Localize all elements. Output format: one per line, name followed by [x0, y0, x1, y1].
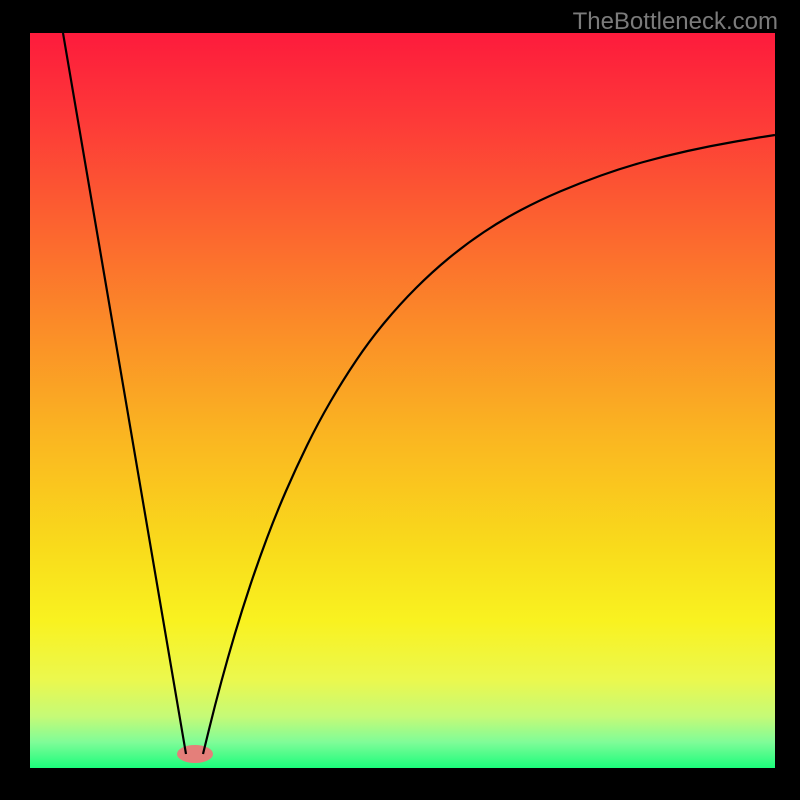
plot-background	[30, 33, 775, 768]
chart-container: TheBottleneck.com	[0, 0, 800, 800]
optimal-marker	[177, 745, 213, 763]
chart-svg	[0, 0, 800, 800]
watermark-text: TheBottleneck.com	[573, 8, 778, 36]
